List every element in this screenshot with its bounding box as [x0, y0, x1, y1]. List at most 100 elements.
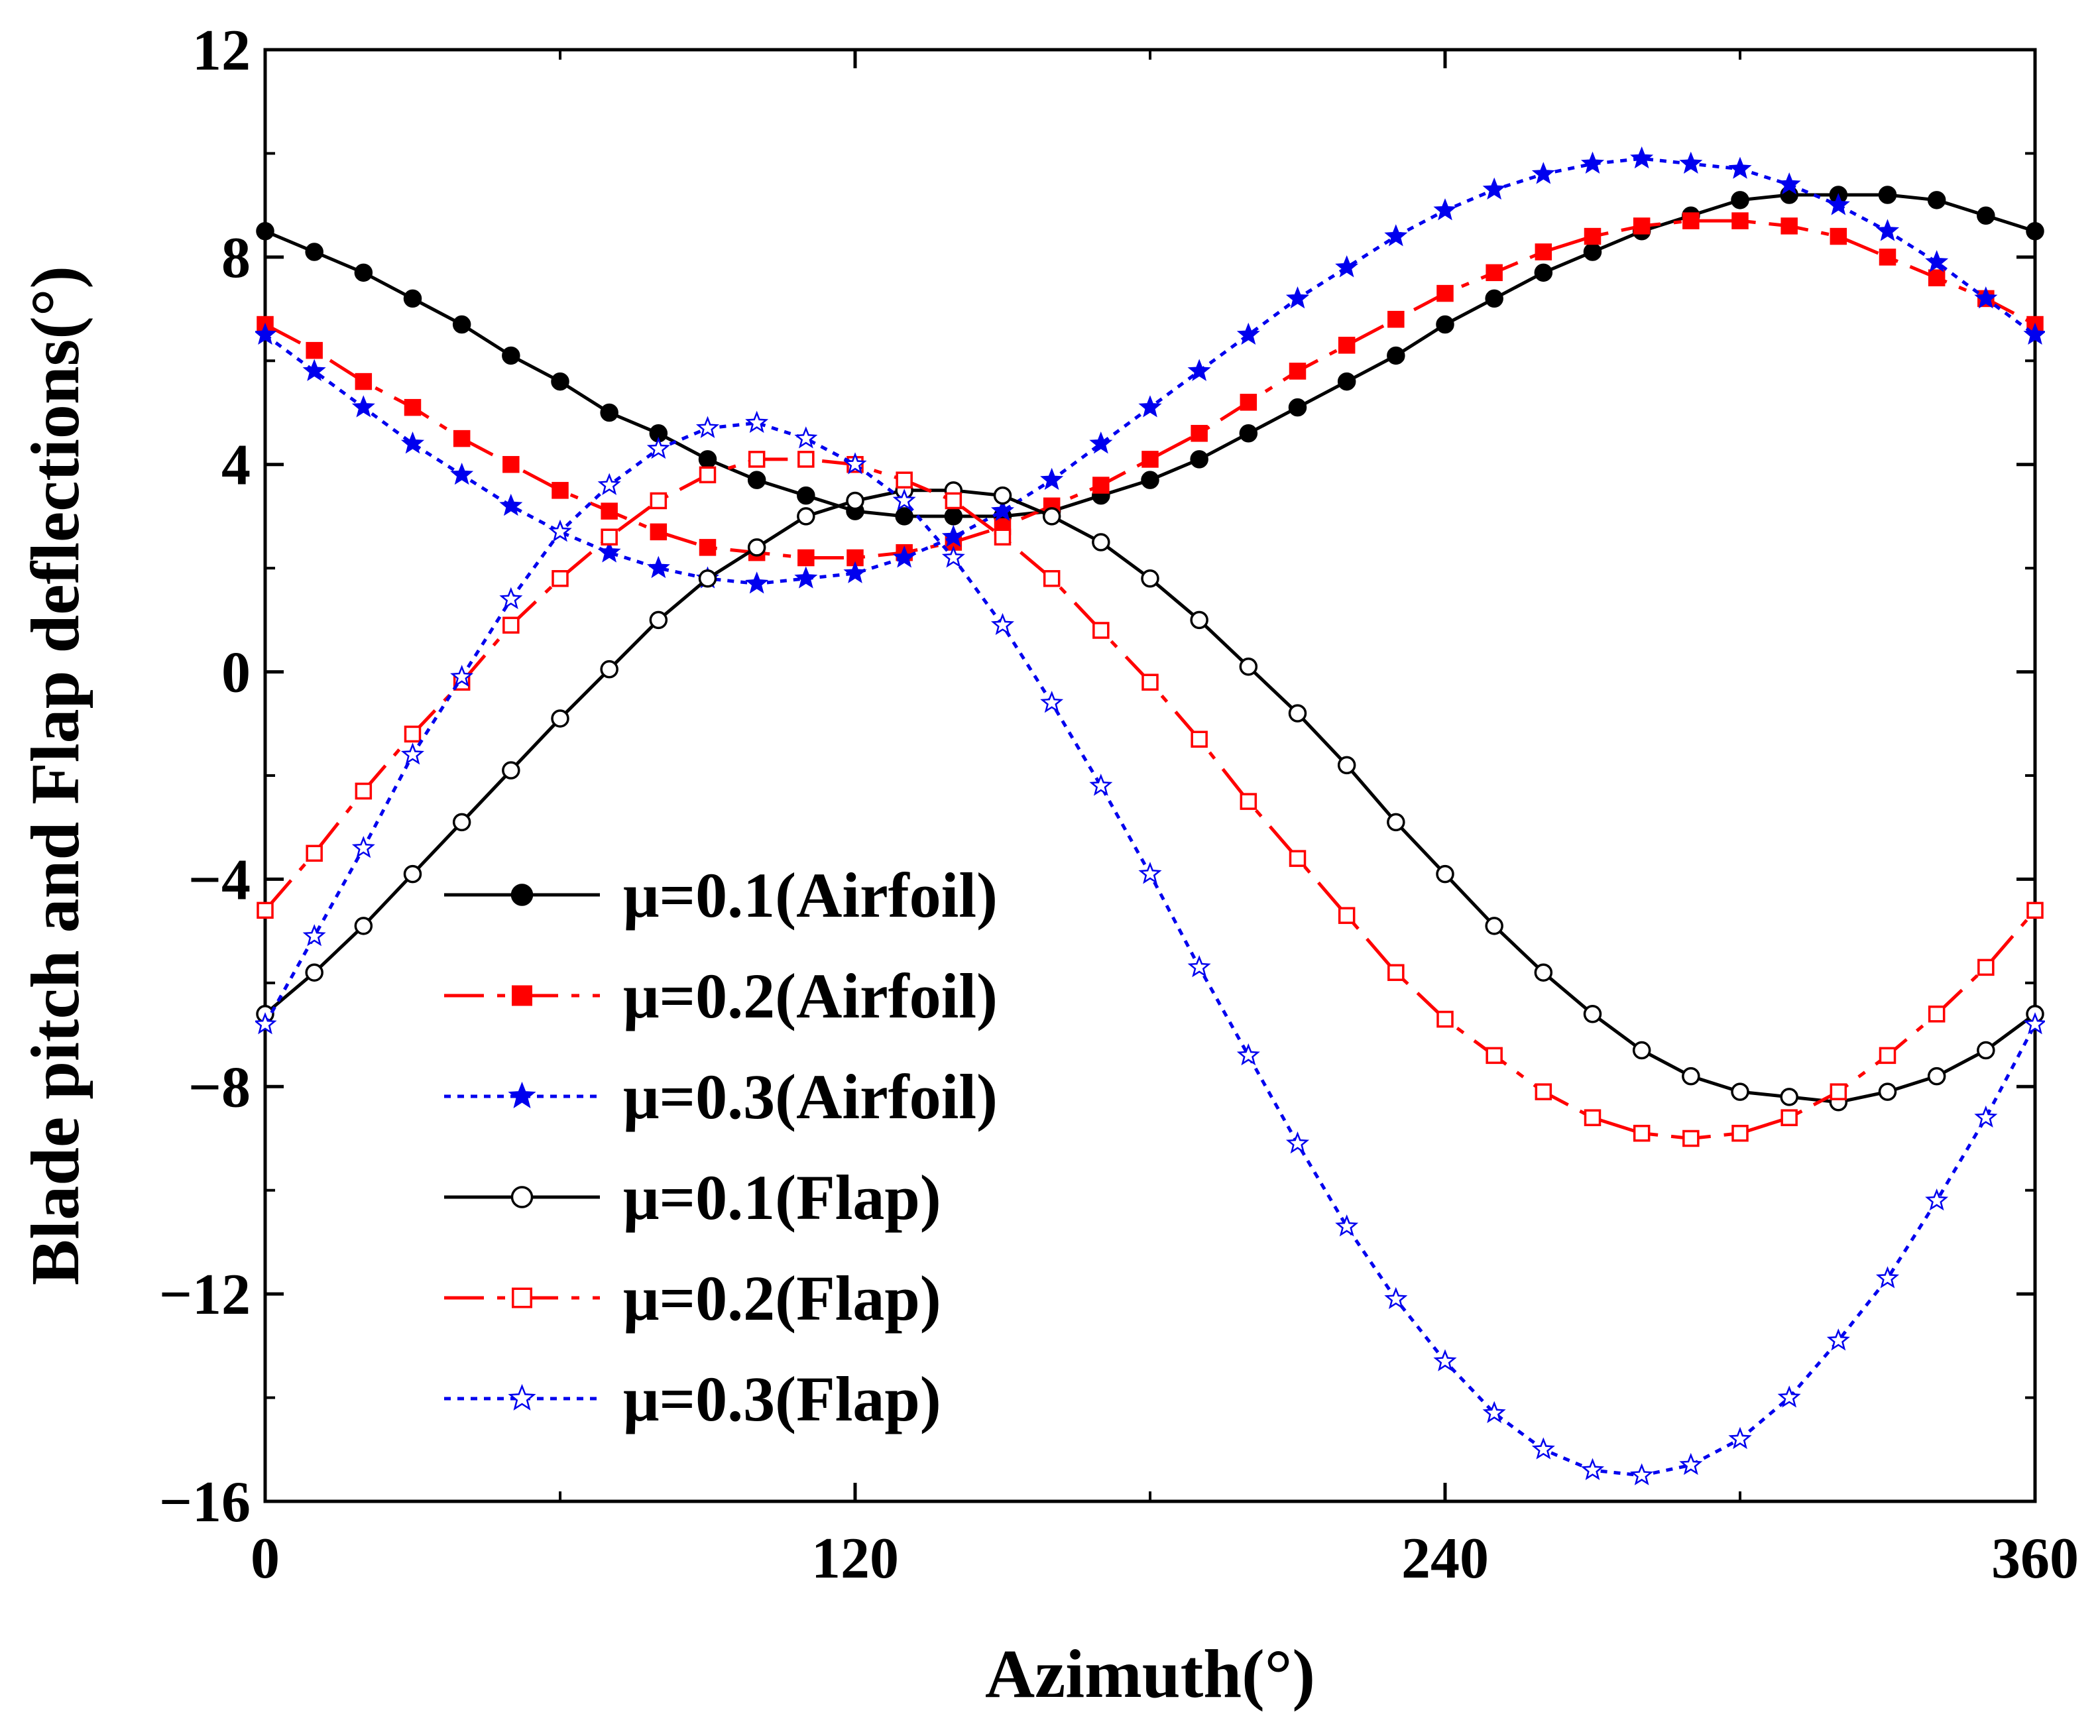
data-point: [256, 222, 274, 241]
data-point: [1826, 1328, 1850, 1351]
data-point: [1534, 263, 1553, 282]
data-point: [255, 1012, 277, 1035]
data-point: [400, 431, 425, 454]
data-point: [1191, 425, 1208, 442]
data-point: [1584, 227, 1602, 245]
data-point: [2023, 322, 2045, 345]
data-point: [1977, 958, 1995, 976]
series-mu-0-1-airfoil: [256, 186, 2044, 526]
data-point: [1879, 249, 1896, 266]
data-point: [1878, 1082, 1897, 1101]
data-point: [453, 430, 471, 447]
data-point: [1780, 1088, 1798, 1106]
series-layer: [255, 146, 2045, 1485]
data-point: [1092, 622, 1110, 639]
data-point: [994, 528, 1012, 546]
data-point: [1830, 1083, 1847, 1100]
data-point: [1679, 1452, 1703, 1476]
data-point: [1187, 359, 1211, 381]
series-line-mu-0-1-airfoil: [264, 193, 2036, 518]
data-point: [597, 540, 621, 563]
legend-item-mu-0-2-flap: μ=0.2(Flap): [444, 1263, 941, 1334]
data-point: [1289, 363, 1307, 380]
data-point: [1580, 151, 1605, 174]
data-point: [892, 489, 916, 511]
data-point: [1977, 206, 1995, 225]
data-point: [944, 507, 963, 526]
y-tick-label: 4: [221, 434, 251, 498]
data-point: [1433, 1349, 1457, 1371]
data-point: [990, 612, 1015, 636]
data-point: [941, 546, 965, 568]
legend-marker: [508, 1383, 536, 1411]
data-point: [1531, 162, 1555, 184]
y-tick-label: 12: [192, 19, 251, 83]
legend-item-mu-0-1-flap: μ=0.1(Flap): [444, 1162, 941, 1233]
data-point: [1240, 394, 1257, 411]
legend-label: μ=0.1(Flap): [623, 1162, 941, 1233]
data-point: [646, 436, 670, 459]
data-point: [450, 665, 474, 687]
data-point: [306, 844, 323, 862]
data-point: [1092, 533, 1110, 551]
data-point: [843, 452, 867, 475]
series-mu-0-2-flap: [257, 451, 2044, 1147]
data-point: [1337, 756, 1356, 775]
data-point: [2026, 901, 2044, 919]
data-point: [1535, 1083, 1552, 1100]
legend-label: μ=0.1(Airfoil): [623, 860, 998, 931]
data-point: [403, 289, 422, 308]
data-point: [1974, 286, 1998, 309]
data-point: [797, 507, 815, 526]
data-point: [1335, 255, 1359, 278]
data-point: [597, 473, 621, 495]
data-point: [499, 493, 523, 516]
data-point: [1731, 212, 1749, 229]
data-point: [1875, 219, 1900, 241]
data-point: [351, 836, 375, 858]
data-point: [1285, 286, 1310, 309]
data-point: [1288, 704, 1307, 723]
data-point: [699, 466, 717, 484]
data-point: [747, 471, 766, 489]
data-point: [551, 709, 569, 728]
data-point: [1236, 322, 1260, 345]
data-point: [1043, 570, 1061, 587]
data-point: [797, 486, 815, 505]
data-point: [1040, 691, 1064, 713]
data-point: [650, 492, 668, 510]
data-point: [1239, 424, 1258, 443]
data-point: [1633, 217, 1651, 235]
data-point: [1731, 1124, 1749, 1142]
data-point: [1042, 507, 1061, 526]
data-point: [794, 566, 818, 589]
legend-marker: [512, 1287, 532, 1308]
data-point: [1534, 963, 1553, 982]
legend-item-mu-0-3-flap: μ=0.3(Flap): [444, 1363, 941, 1434]
data-point: [502, 761, 520, 780]
data-point: [993, 486, 1012, 505]
legend-marker: [510, 884, 534, 906]
data-point: [1337, 372, 1356, 391]
data-point: [698, 450, 717, 469]
legend-label: μ=0.2(Airfoil): [623, 960, 998, 1031]
y-tick-label: −8: [188, 1055, 251, 1120]
data-point: [1927, 1067, 1946, 1086]
data-point: [1387, 346, 1405, 365]
x-tick-label: 240: [1401, 1527, 1489, 1591]
data-point: [843, 561, 867, 583]
data-point: [1387, 964, 1405, 981]
legend-label: μ=0.2(Flap): [623, 1263, 941, 1334]
data-point: [1089, 774, 1113, 796]
data-point: [552, 570, 569, 587]
data-point: [351, 395, 375, 418]
data-point: [1040, 467, 1064, 491]
data-point: [1486, 264, 1503, 282]
data-point: [1927, 191, 1946, 209]
data-point: [990, 498, 1015, 521]
data-point: [404, 725, 422, 743]
data-point: [552, 482, 569, 499]
data-point: [649, 610, 668, 630]
y-tick-label: 8: [221, 226, 251, 290]
x-tick-label: 0: [251, 1527, 280, 1591]
